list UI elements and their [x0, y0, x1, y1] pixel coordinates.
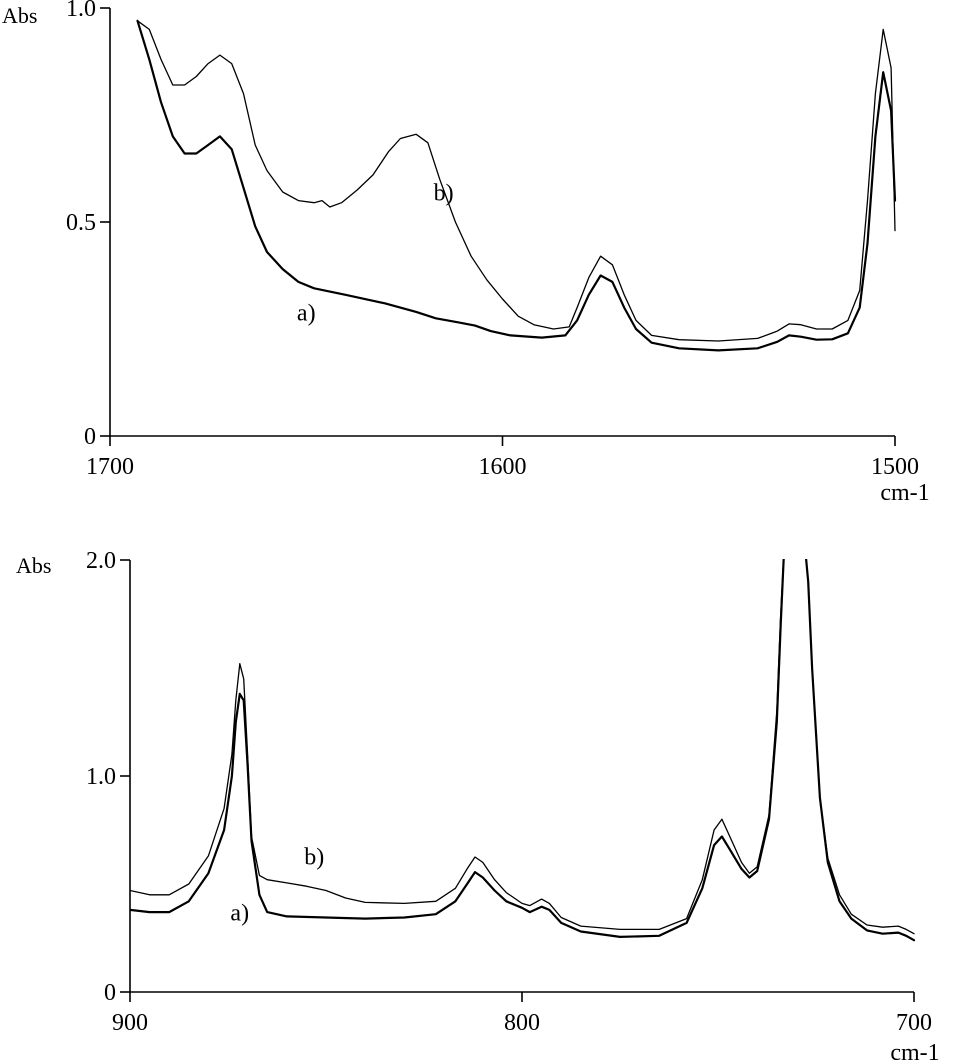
bottom-spectrum-panel: 0 1.0 2.0 900 800 700 Abs cm-1 a) b) — [16, 548, 940, 1064]
x-tick-label: 700 — [896, 1010, 932, 1036]
x-axis-unit: cm-1 — [880, 480, 929, 506]
y-axis-title: Abs — [16, 553, 51, 578]
x-tick-label: 1700 — [86, 454, 134, 480]
y-tick-label: 1.0 — [86, 764, 116, 790]
series-label-a: a) — [230, 901, 249, 927]
y-tick-label: 0 — [104, 980, 116, 1006]
series-line-a — [130, 559, 916, 942]
y-tick-label: 0.5 — [66, 210, 96, 236]
series-line-a — [136, 19, 897, 352]
series-line-b — [136, 20, 896, 342]
series-label-b: b) — [304, 845, 324, 871]
y-tick-label: 1.0 — [66, 0, 96, 22]
series-label-b: b) — [434, 181, 454, 207]
y-tick-label: 0 — [84, 424, 96, 450]
x-tick-label: 800 — [504, 1010, 540, 1036]
x-tick-label: 1600 — [479, 454, 527, 480]
x-tick-label: 1500 — [871, 454, 919, 480]
y-axis-title: Abs — [2, 3, 37, 28]
top-spectrum-panel: 0 0.5 1.0 1700 1600 1500 Abs cm-1 a) b) — [2, 0, 930, 506]
series-line-b — [130, 559, 915, 935]
x-axis-unit: cm-1 — [890, 1040, 939, 1064]
x-tick-label: 900 — [112, 1010, 148, 1036]
series-label-a: a) — [297, 300, 316, 326]
y-tick-label: 2.0 — [86, 548, 116, 574]
